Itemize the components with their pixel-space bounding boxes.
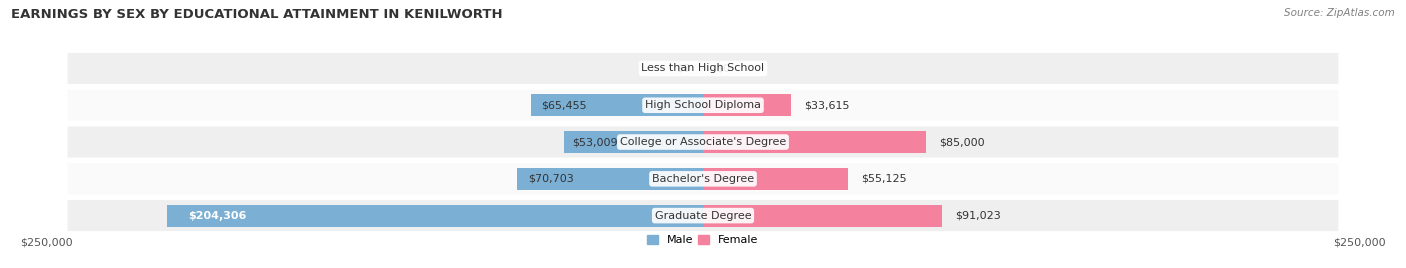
FancyBboxPatch shape: [66, 125, 1340, 159]
Bar: [167, 204, 703, 227]
Text: Bachelor's Degree: Bachelor's Degree: [652, 174, 754, 184]
Text: $33,615: $33,615: [804, 100, 849, 110]
FancyBboxPatch shape: [66, 52, 1340, 85]
Bar: [703, 94, 792, 116]
Text: $0: $0: [716, 64, 730, 73]
Text: $91,023: $91,023: [955, 211, 1001, 221]
Text: $70,703: $70,703: [529, 174, 574, 184]
Bar: [517, 168, 703, 190]
Text: $0: $0: [676, 64, 690, 73]
Legend: Male, Female: Male, Female: [647, 235, 759, 245]
FancyBboxPatch shape: [66, 199, 1340, 232]
Bar: [703, 204, 942, 227]
Bar: [703, 168, 848, 190]
Text: EARNINGS BY SEX BY EDUCATIONAL ATTAINMENT IN KENILWORTH: EARNINGS BY SEX BY EDUCATIONAL ATTAINMEN…: [11, 8, 503, 21]
Text: $65,455: $65,455: [541, 100, 588, 110]
FancyBboxPatch shape: [66, 89, 1340, 122]
FancyBboxPatch shape: [66, 162, 1340, 195]
Text: High School Diploma: High School Diploma: [645, 100, 761, 110]
Bar: [531, 94, 703, 116]
Text: $85,000: $85,000: [939, 137, 984, 147]
Bar: [703, 131, 927, 153]
Bar: [564, 131, 703, 153]
Text: $53,009: $53,009: [572, 137, 617, 147]
Text: Graduate Degree: Graduate Degree: [655, 211, 751, 221]
Text: Source: ZipAtlas.com: Source: ZipAtlas.com: [1284, 8, 1395, 18]
Text: College or Associate's Degree: College or Associate's Degree: [620, 137, 786, 147]
Text: Less than High School: Less than High School: [641, 64, 765, 73]
Text: $55,125: $55,125: [860, 174, 907, 184]
Text: $204,306: $204,306: [188, 211, 246, 221]
